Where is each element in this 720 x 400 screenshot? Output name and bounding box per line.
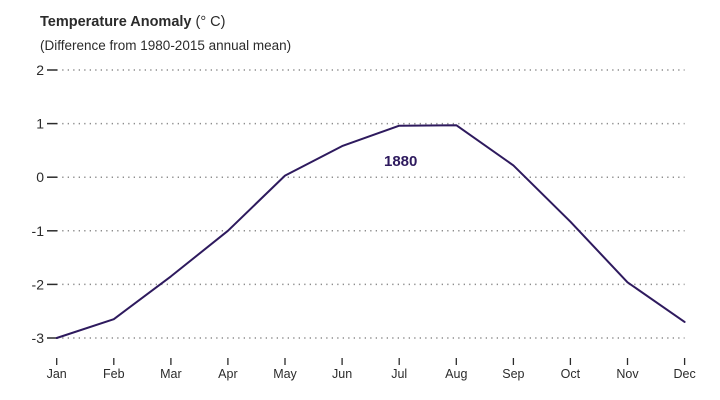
svg-text:Nov: Nov [616,367,639,381]
svg-text:Jun: Jun [332,367,352,381]
svg-text:Oct: Oct [561,367,581,381]
svg-text:1: 1 [36,116,44,132]
svg-text:Jul: Jul [391,367,407,381]
svg-text:-1: -1 [32,223,45,239]
svg-text:-2: -2 [32,276,45,292]
svg-text:-3: -3 [32,330,45,346]
svg-text:0: 0 [36,169,44,185]
svg-text:Sep: Sep [502,367,524,381]
svg-text:Aug: Aug [445,367,467,381]
svg-text:Jan: Jan [47,367,67,381]
svg-text:Dec: Dec [673,367,695,381]
svg-text:2: 2 [36,62,44,78]
svg-text:May: May [273,367,297,381]
svg-text:Mar: Mar [160,367,182,381]
svg-text:Apr: Apr [218,367,237,381]
svg-text:Feb: Feb [103,367,125,381]
svg-text:1880: 1880 [384,153,417,170]
